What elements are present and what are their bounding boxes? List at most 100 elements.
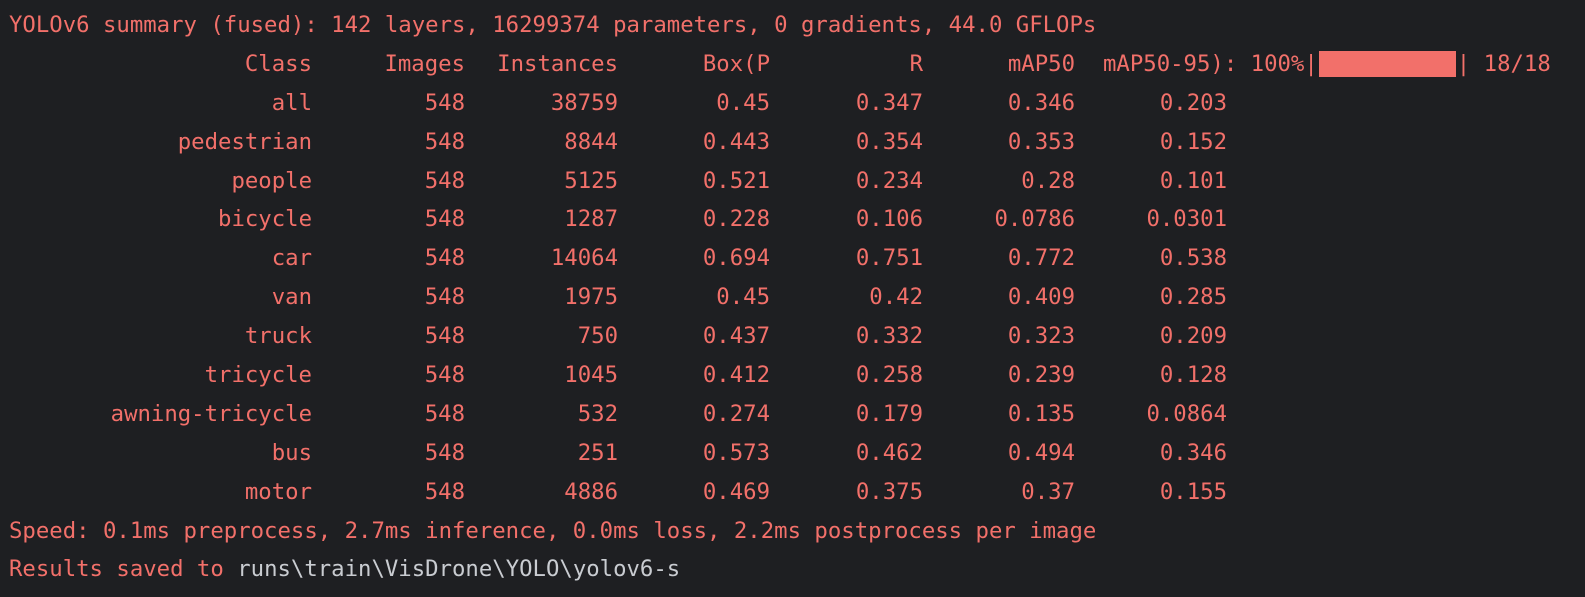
cell-map50: 0.37 bbox=[1021, 478, 1075, 505]
cell-map50: 0.772 bbox=[1007, 245, 1075, 272]
cell-map50-95: 0.0864 bbox=[1146, 400, 1227, 427]
table-row: people 548 5125 0.521 0.234 0.28 0.101 bbox=[9, 162, 1585, 201]
model-summary-line: YOLOv6 summary (fused): 142 layers, 1629… bbox=[9, 12, 1097, 38]
cell-recall: 0.258 bbox=[855, 362, 923, 389]
table-header: Class Images Instances Box(P R mAP50 mAP… bbox=[9, 45, 1585, 84]
cell-instances: 1287 bbox=[564, 206, 618, 233]
cell-map50-95: 0.209 bbox=[1159, 323, 1227, 350]
cell-map50: 0.409 bbox=[1007, 284, 1075, 311]
header-recall: R bbox=[909, 50, 923, 77]
cell-class: car bbox=[271, 245, 312, 272]
table-row: awning-tricycle 548 532 0.274 0.179 0.135 0.08… bbox=[9, 395, 1585, 434]
cell-precision: 0.443 bbox=[702, 128, 770, 155]
cell-map50-95: 0.0301 bbox=[1146, 206, 1227, 233]
cell-recall: 0.375 bbox=[855, 478, 923, 505]
table-row: pedestrian 548 8844 0.443 0.354 0.353 0.152 bbox=[9, 123, 1585, 162]
cell-instances: 532 bbox=[577, 400, 618, 427]
cell-recall: 0.234 bbox=[855, 167, 923, 194]
cell-precision: 0.412 bbox=[702, 362, 770, 389]
cell-recall: 0.332 bbox=[855, 323, 923, 350]
cell-images: 548 bbox=[424, 89, 465, 116]
cell-images: 548 bbox=[424, 284, 465, 311]
cell-precision: 0.469 bbox=[702, 478, 770, 505]
cell-recall: 0.347 bbox=[855, 89, 923, 116]
table-row: van 548 1975 0.45 0.42 0.409 0.285 bbox=[9, 278, 1585, 317]
cell-instances: 38759 bbox=[550, 89, 618, 116]
cell-map50-95: 0.101 bbox=[1159, 167, 1227, 194]
results-table-body: all 548 38759 0.45 0.347 0.346 0.203 pedestrian… bbox=[9, 84, 1585, 512]
cell-images: 548 bbox=[424, 167, 465, 194]
cell-precision: 0.274 bbox=[702, 400, 770, 427]
cell-map50: 0.346 bbox=[1007, 89, 1075, 116]
cell-map50: 0.28 bbox=[1021, 167, 1075, 194]
cell-precision: 0.45 bbox=[716, 89, 770, 116]
cell-instances: 14064 bbox=[550, 245, 618, 272]
cell-precision: 0.45 bbox=[716, 284, 770, 311]
cell-images: 548 bbox=[424, 439, 465, 466]
cell-class: bus bbox=[271, 439, 312, 466]
cell-map50: 0.0786 bbox=[994, 206, 1075, 233]
cell-precision: 0.573 bbox=[702, 439, 770, 466]
cell-map50: 0.239 bbox=[1007, 362, 1075, 389]
cell-recall: 0.751 bbox=[855, 245, 923, 272]
cell-class: awning-tricycle bbox=[110, 400, 312, 427]
cell-recall: 0.462 bbox=[855, 439, 923, 466]
table-row: motor 548 4886 0.469 0.375 0.37 0.155 bbox=[9, 473, 1585, 512]
cell-class: tricycle bbox=[204, 362, 312, 389]
cell-map50-95: 0.155 bbox=[1159, 478, 1227, 505]
table-row: bus 548 251 0.573 0.462 0.494 0.346 bbox=[9, 434, 1585, 473]
cell-images: 548 bbox=[424, 478, 465, 505]
header-map50: mAP50 bbox=[1007, 50, 1075, 77]
speed-line: Speed: 0.1ms preprocess, 2.7ms inference… bbox=[9, 517, 1097, 544]
cell-images: 548 bbox=[424, 128, 465, 155]
header-map50-95: mAP50-95): 100%| bbox=[1103, 50, 1318, 77]
terminal-output: YOLOv6 summary (fused): 142 layers, 1629… bbox=[0, 6, 1585, 597]
cell-map50: 0.494 bbox=[1007, 439, 1075, 466]
cell-instances: 8844 bbox=[564, 128, 618, 155]
progress-count: | 18/18 bbox=[1456, 50, 1551, 77]
cell-recall: 0.42 bbox=[869, 284, 923, 311]
cell-map50-95: 0.285 bbox=[1159, 284, 1227, 311]
table-row: car 548 14064 0.694 0.751 0.772 0.538 bbox=[9, 239, 1585, 278]
results-path: runs\train\VisDrone\YOLO\yolov6-s bbox=[237, 556, 681, 583]
cell-map50: 0.353 bbox=[1007, 128, 1075, 155]
cell-recall: 0.179 bbox=[855, 400, 923, 427]
header-precision: Box(P bbox=[702, 50, 770, 77]
cell-images: 548 bbox=[424, 206, 465, 233]
cell-class: truck bbox=[244, 323, 312, 350]
table-row: truck 548 750 0.437 0.332 0.323 0.209 bbox=[9, 317, 1585, 356]
cell-class: all bbox=[271, 89, 312, 116]
header-images: Images bbox=[384, 50, 465, 77]
header-class: Class bbox=[244, 50, 312, 77]
header-instances: Instances bbox=[497, 50, 618, 77]
cell-class: pedestrian bbox=[177, 128, 312, 155]
cell-precision: 0.521 bbox=[702, 167, 770, 194]
cell-map50-95: 0.128 bbox=[1159, 362, 1227, 389]
cell-map50: 0.323 bbox=[1007, 323, 1075, 350]
cell-map50: 0.135 bbox=[1007, 400, 1075, 427]
cell-instances: 251 bbox=[577, 439, 618, 466]
cell-map50-95: 0.152 bbox=[1159, 128, 1227, 155]
cell-instances: 5125 bbox=[564, 167, 618, 194]
cell-images: 548 bbox=[424, 362, 465, 389]
cell-instances: 1975 bbox=[564, 284, 618, 311]
results-saved-line: Results saved to runs\train\VisDrone\YOL… bbox=[9, 550, 1585, 589]
progress-bar bbox=[1318, 51, 1456, 78]
table-row: bicycle 548 1287 0.228 0.106 0.0786 0.0301 bbox=[9, 200, 1585, 239]
cell-class: van bbox=[271, 284, 312, 311]
cell-images: 548 bbox=[424, 400, 465, 427]
cell-precision: 0.437 bbox=[702, 323, 770, 350]
cell-class: motor bbox=[244, 478, 312, 505]
cell-instances: 4886 bbox=[564, 478, 618, 505]
results-prefix: Results saved to bbox=[9, 556, 238, 583]
cell-images: 548 bbox=[424, 245, 465, 272]
table-row: tricycle 548 1045 0.412 0.258 0.239 0.128 bbox=[9, 356, 1585, 395]
progress-indicator: mAP50-95): 100%| | 18/18 bbox=[1075, 45, 1551, 84]
cell-instances: 750 bbox=[577, 323, 618, 350]
cell-recall: 0.106 bbox=[855, 206, 923, 233]
cell-images: 548 bbox=[424, 323, 465, 350]
cell-recall: 0.354 bbox=[855, 128, 923, 155]
cell-map50-95: 0.346 bbox=[1159, 439, 1227, 466]
table-row: all 548 38759 0.45 0.347 0.346 0.203 bbox=[9, 84, 1585, 123]
cell-instances: 1045 bbox=[564, 362, 618, 389]
